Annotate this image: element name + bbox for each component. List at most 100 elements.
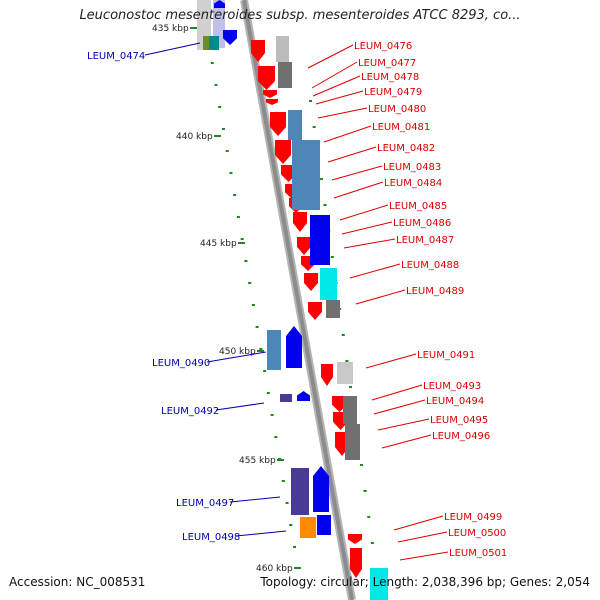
scale-tick — [236, 216, 240, 218]
accession-text: Accession: NC_008531 — [9, 575, 146, 589]
map-title: Leuconostoc mesenteroides subsp. mesente… — [79, 8, 521, 23]
gene-arrow — [258, 66, 275, 90]
gene-label: LEUM_0494 — [426, 396, 484, 407]
gene-leader-line — [377, 418, 430, 431]
scale-tick — [330, 256, 334, 258]
gene-block — [337, 362, 353, 384]
scale-major-tick — [257, 350, 264, 352]
gene-block — [223, 30, 237, 45]
gene-arrow — [293, 212, 307, 232]
gene-leader-line — [144, 42, 201, 56]
gene-block — [370, 568, 388, 600]
gene-leader-line — [323, 125, 372, 143]
gene-leader-line — [333, 181, 384, 199]
gene-label: LEUM_0474 — [87, 51, 145, 62]
gene-leader-line — [349, 263, 401, 279]
scale-tick — [240, 238, 244, 240]
scale-tick — [363, 490, 367, 492]
gene-label: LEUM_0476 — [354, 41, 412, 52]
gene-leader-line — [381, 434, 432, 449]
scale-tick — [341, 334, 345, 336]
gene-label: LEUM_0484 — [384, 178, 442, 189]
gene-label: LEUM_0478 — [361, 72, 419, 83]
scale-tick — [281, 480, 285, 482]
scale-tick — [312, 126, 316, 128]
gene-block — [209, 36, 219, 50]
gene-arrow — [266, 99, 278, 105]
gene-block — [291, 468, 309, 515]
gene-block — [320, 268, 337, 300]
scale-tick — [319, 178, 323, 180]
gene-block — [288, 110, 302, 140]
scale-tick — [309, 100, 312, 102]
gene-leader-line — [371, 384, 423, 401]
gene-block — [280, 394, 292, 402]
gene-label: LEUM_0480 — [368, 104, 426, 115]
scale-tick — [218, 106, 222, 108]
gene-block — [300, 517, 316, 538]
gene-label: LEUM_0492 — [161, 406, 219, 417]
scale-tick — [221, 128, 225, 130]
gene-arrow — [270, 112, 286, 136]
scale-tick — [214, 84, 218, 86]
gene-label: LEUM_0477 — [358, 58, 416, 69]
gene-block — [267, 330, 281, 370]
gene-leader-line — [343, 238, 396, 249]
gene-leader-line — [355, 289, 406, 305]
gene-label: LEUM_0482 — [377, 143, 435, 154]
gene-block — [345, 424, 360, 460]
scale-tick — [349, 386, 353, 388]
scale-tick — [266, 392, 270, 394]
gene-block — [317, 515, 331, 535]
gene-leader-line — [312, 75, 361, 97]
scale-tick — [229, 172, 233, 174]
genome-summary-text: Topology: circular; Length: 2,038,396 bp… — [260, 575, 590, 589]
gene-arrow — [297, 391, 310, 401]
gene-label: LEUM_0498 — [182, 532, 240, 543]
scale-tick — [233, 194, 237, 196]
gene-label: LEUM_0481 — [372, 122, 430, 133]
scale-label: 440 kbp — [176, 132, 213, 142]
scale-tick — [367, 516, 371, 518]
gene-label: LEUM_0479 — [364, 87, 422, 98]
gene-leader-line — [393, 515, 444, 531]
gene-label: LEUM_0497 — [176, 498, 234, 509]
scale-tick — [270, 414, 274, 416]
scale-major-tick — [294, 567, 301, 569]
backbone-line — [242, 0, 354, 600]
scale-tick — [323, 204, 327, 206]
scale-label: 450 kbp — [219, 347, 256, 357]
scale-tick — [248, 282, 252, 284]
scale-tick — [259, 348, 263, 350]
gene-label: LEUM_0501 — [449, 548, 507, 559]
gene-label: LEUM_0499 — [444, 512, 502, 523]
gene-leader-line — [307, 44, 354, 69]
gene-leader-line — [235, 530, 287, 537]
gene-block — [203, 36, 209, 50]
gene-block — [326, 300, 340, 318]
gene-label: LEUM_0500 — [448, 528, 506, 539]
gene-arrow — [304, 273, 318, 291]
scale-tick — [244, 260, 248, 262]
gene-leader-line — [315, 90, 364, 105]
gene-label: LEUM_0489 — [406, 286, 464, 297]
gene-arrow — [350, 548, 362, 578]
scale-tick — [225, 150, 229, 152]
scale-tick — [251, 304, 255, 306]
gene-leader-line — [327, 146, 377, 163]
genome-backbone — [240, 0, 356, 600]
scale-tick — [210, 62, 214, 64]
gene-block — [310, 215, 330, 265]
gene-arrow — [251, 40, 265, 62]
gene-label: LEUM_0486 — [393, 218, 451, 229]
gene-leader-line — [365, 353, 417, 369]
scale-tick — [289, 524, 293, 526]
scale-tick — [359, 464, 363, 466]
gene-block — [292, 140, 320, 210]
gene-label: LEUM_0487 — [396, 235, 454, 246]
scale-tick — [345, 360, 349, 362]
gene-label: LEUM_0490 — [152, 358, 210, 369]
scale-label: 435 kbp — [152, 24, 189, 34]
gene-block — [214, 0, 225, 8]
